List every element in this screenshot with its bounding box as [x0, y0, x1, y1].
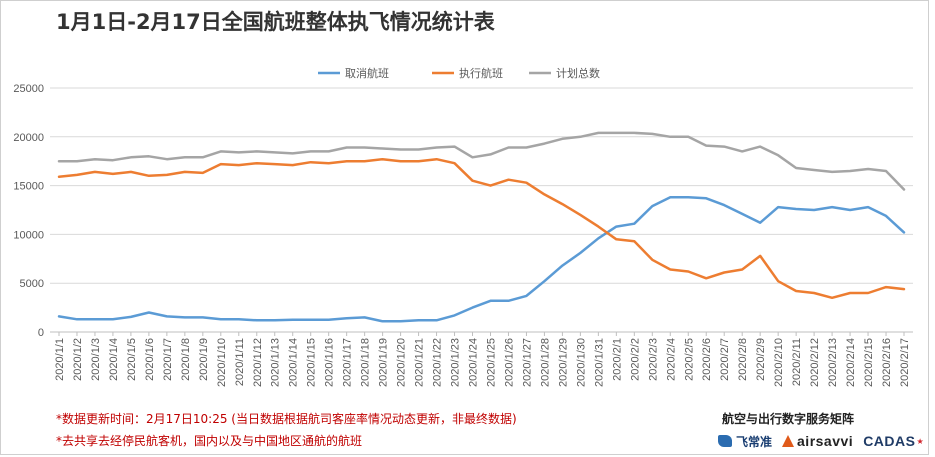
x-tick-label: 2020/2/17 — [899, 338, 911, 387]
logo-cadas: CADAS ★ — [863, 433, 923, 449]
x-tick-label: 2020/1/12 — [252, 338, 264, 387]
logo-airsavvi: airsavvi — [782, 433, 853, 449]
x-tick-label: 2020/1/15 — [306, 338, 318, 387]
legend-label-1: 执行航班 — [459, 66, 503, 80]
brand-logos: 飞常准 airsavvi CADAS ★ — [718, 432, 934, 450]
x-tick-label: 2020/1/28 — [539, 338, 551, 387]
x-tick-label: 2020/1/11 — [234, 338, 246, 386]
x-tick-label: 2020/1/18 — [360, 338, 372, 387]
note-scope: *去共享去经停民航客机，国内以及与中国地区通航的航班 — [56, 434, 363, 448]
x-tick-label: 2020/2/2 — [629, 338, 641, 381]
x-tick-label: 2020/2/5 — [683, 338, 695, 381]
logo-feichangzhun: 飞常准 — [718, 433, 772, 450]
x-tick-label: 2020/2/8 — [737, 338, 749, 381]
x-tick-label: 2020/2/14 — [845, 338, 857, 387]
x-tick-label: 2020/1/16 — [324, 338, 336, 387]
x-tick-label: 2020/2/7 — [719, 338, 731, 381]
x-tick-label: 2020/1/13 — [270, 338, 282, 387]
x-tick-label: 2020/1/1 — [54, 338, 66, 381]
legend-label-0: 取消航班 — [345, 66, 389, 80]
x-tick-label: 2020/2/13 — [827, 338, 839, 387]
x-tick-label: 2020/1/22 — [432, 338, 444, 387]
series-line-2 — [57, 131, 906, 191]
series-line-1 — [57, 157, 906, 300]
y-tick-label: 0 — [38, 327, 44, 339]
feichangzhun-logo-icon — [718, 435, 732, 447]
x-tick-label: 2020/2/15 — [863, 338, 875, 387]
x-tick-label: 2020/1/30 — [575, 338, 587, 387]
x-tick-label: 2020/1/6 — [144, 338, 156, 381]
x-tick-label: 2020/1/20 — [396, 338, 408, 387]
legend-label-2: 计划总数 — [556, 66, 600, 80]
y-tick-label: 20000 — [13, 132, 44, 144]
logo-feichangzhun-text: 飞常准 — [736, 434, 773, 449]
x-tick-label: 2020/1/17 — [342, 338, 354, 387]
x-tick-label: 2020/1/27 — [521, 338, 533, 387]
logo-cadas-text: CADAS — [863, 433, 916, 449]
x-tick-label: 2020/1/29 — [557, 338, 569, 387]
logo-airsavvi-text: airsavvi — [797, 433, 854, 449]
cadas-star-icon: ★ — [916, 436, 924, 446]
airsavvi-logo-icon — [782, 435, 795, 447]
x-tick-label: 2020/2/9 — [755, 338, 767, 381]
y-tick-label: 25000 — [13, 83, 44, 95]
x-tick-label: 2020/1/21 — [414, 338, 426, 387]
x-tick-label: 2020/2/16 — [881, 338, 893, 387]
x-tick-label: 2020/1/7 — [162, 338, 174, 381]
y-tick-label: 10000 — [13, 229, 44, 241]
chart-title: 1月1日-2月17日全国航班整体执飞情况统计表 — [56, 10, 495, 34]
x-tick-label: 2020/1/14 — [288, 338, 300, 387]
x-tick-label: 2020/1/25 — [485, 338, 497, 387]
x-tick-label: 2020/2/6 — [701, 338, 713, 381]
x-tick-label: 2020/1/2 — [72, 338, 84, 381]
x-tick-label: 2020/2/1 — [611, 338, 623, 381]
note-update-time: *数据更新时间：2月17日10:25 (当日数据根据航司客座率情况动态更新，非最… — [56, 412, 517, 426]
series-line-0 — [57, 196, 906, 323]
x-tick-label: 2020/1/23 — [450, 338, 462, 387]
x-tick-label: 2020/1/5 — [126, 338, 138, 381]
x-tick-label: 2020/1/26 — [503, 338, 515, 387]
x-tick-label: 2020/2/11 — [791, 338, 803, 386]
x-tick-label: 2020/1/24 — [468, 338, 480, 387]
x-tick-label: 2020/2/12 — [809, 338, 821, 387]
x-tick-label: 2020/1/3 — [90, 338, 102, 381]
x-tick-label: 2020/1/4 — [108, 338, 120, 381]
brand-title: 航空与出行数字服务矩阵 — [722, 412, 855, 426]
y-tick-label: 15000 — [13, 181, 44, 193]
x-tick-label: 2020/1/19 — [378, 338, 390, 387]
y-tick-label: 5000 — [20, 278, 44, 290]
x-tick-label: 2020/2/10 — [773, 338, 785, 387]
x-tick-label: 2020/2/3 — [647, 338, 659, 381]
x-tick-label: 2020/1/10 — [216, 338, 228, 387]
x-tick-label: 2020/1/31 — [593, 338, 605, 387]
x-tick-label: 2020/1/9 — [198, 338, 210, 381]
x-tick-label: 2020/1/8 — [180, 338, 192, 381]
x-tick-label: 2020/2/4 — [665, 338, 677, 381]
